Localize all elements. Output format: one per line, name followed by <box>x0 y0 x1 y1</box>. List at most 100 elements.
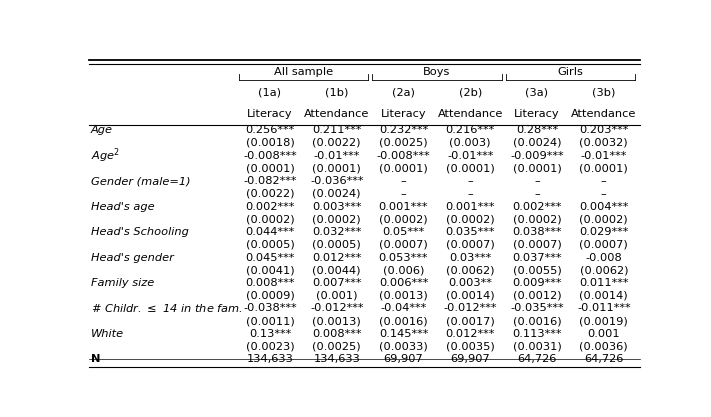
Text: Literacy: Literacy <box>380 109 427 119</box>
Text: 0.002***: 0.002*** <box>245 201 294 211</box>
Text: –: – <box>601 176 606 186</box>
Text: –: – <box>400 176 407 186</box>
Text: (0.0022): (0.0022) <box>312 138 361 148</box>
Text: 0.012***: 0.012*** <box>312 253 361 263</box>
Text: 0.009***: 0.009*** <box>512 278 562 288</box>
Text: –: – <box>400 189 407 199</box>
Text: 64,726: 64,726 <box>518 354 557 364</box>
Text: 0.029***: 0.029*** <box>579 227 629 237</box>
Text: (0.0036): (0.0036) <box>579 342 628 352</box>
Text: 69,907: 69,907 <box>384 354 423 364</box>
Text: (0.0022): (0.0022) <box>246 189 294 199</box>
Text: -0.008***: -0.008*** <box>377 151 430 161</box>
Text: Attendance: Attendance <box>304 109 370 119</box>
Text: (2a): (2a) <box>392 87 415 97</box>
Text: Age$^2$: Age$^2$ <box>91 146 120 165</box>
Text: (0.0013): (0.0013) <box>379 291 428 301</box>
Text: Family size: Family size <box>91 278 154 288</box>
Text: -0.012***: -0.012*** <box>310 304 363 314</box>
Text: 0.145***: 0.145*** <box>379 329 428 339</box>
Text: 134,633: 134,633 <box>247 354 294 364</box>
Text: (0.0062): (0.0062) <box>579 265 628 275</box>
Text: (0.001): (0.001) <box>316 291 358 301</box>
Text: 0.002***: 0.002*** <box>513 201 562 211</box>
Text: 0.045***: 0.045*** <box>245 253 294 263</box>
Text: 0.001***: 0.001*** <box>379 201 428 211</box>
Text: Girls: Girls <box>557 67 583 77</box>
Text: Literacy: Literacy <box>247 109 293 119</box>
Text: (0.0024): (0.0024) <box>312 189 361 199</box>
Text: 0.211***: 0.211*** <box>312 125 361 135</box>
Text: 69,907: 69,907 <box>450 354 490 364</box>
Text: (0.0001): (0.0001) <box>379 163 428 173</box>
Text: Attendance: Attendance <box>571 109 636 119</box>
Text: Gender (male=1): Gender (male=1) <box>91 176 191 186</box>
Text: 0.038***: 0.038*** <box>512 227 562 237</box>
Text: (0.0009): (0.0009) <box>245 291 294 301</box>
Text: (0.0001): (0.0001) <box>446 163 495 173</box>
Text: 0.216***: 0.216*** <box>446 125 495 135</box>
Text: 0.003***: 0.003*** <box>312 201 361 211</box>
Text: (0.0001): (0.0001) <box>513 163 562 173</box>
Text: (1a): (1a) <box>258 87 282 97</box>
Text: (0.0001): (0.0001) <box>579 163 628 173</box>
Text: (0.0001): (0.0001) <box>312 163 361 173</box>
Text: (0.0032): (0.0032) <box>579 138 628 148</box>
Text: N: N <box>91 354 100 364</box>
Text: -0.01***: -0.01*** <box>314 151 360 161</box>
Text: 134,633: 134,633 <box>314 354 360 364</box>
Text: Boys: Boys <box>423 67 451 77</box>
Text: 0.011***: 0.011*** <box>579 278 629 288</box>
Text: –: – <box>534 189 540 199</box>
Text: 0.037***: 0.037*** <box>512 253 562 263</box>
Text: (0.0014): (0.0014) <box>579 291 628 301</box>
Text: (3b): (3b) <box>592 87 616 97</box>
Text: 0.256***: 0.256*** <box>245 125 294 135</box>
Text: 0.035***: 0.035*** <box>446 227 495 237</box>
Text: 0.004***: 0.004*** <box>579 201 629 211</box>
Text: (0.0002): (0.0002) <box>513 214 561 224</box>
Text: (0.0018): (0.0018) <box>245 138 294 148</box>
Text: (0.006): (0.006) <box>383 265 424 275</box>
Text: (0.0005): (0.0005) <box>245 240 294 250</box>
Text: -0.011***: -0.011*** <box>577 304 631 314</box>
Text: 0.032***: 0.032*** <box>312 227 361 237</box>
Text: 0.007***: 0.007*** <box>312 278 361 288</box>
Text: (0.0025): (0.0025) <box>379 138 428 148</box>
Text: All sample: All sample <box>274 67 333 77</box>
Text: –: – <box>601 189 606 199</box>
Text: –: – <box>467 176 473 186</box>
Text: 0.13***: 0.13*** <box>249 329 291 339</box>
Text: (0.0002): (0.0002) <box>245 214 294 224</box>
Text: Head's Schooling: Head's Schooling <box>91 227 189 237</box>
Text: White: White <box>91 329 124 339</box>
Text: -0.036***: -0.036*** <box>310 176 363 186</box>
Text: (0.0013): (0.0013) <box>312 316 361 326</box>
Text: (0.0044): (0.0044) <box>312 265 361 275</box>
Text: Head's age: Head's age <box>91 201 155 211</box>
Text: –: – <box>534 176 540 186</box>
Text: (0.0055): (0.0055) <box>513 265 562 275</box>
Text: 64,726: 64,726 <box>584 354 624 364</box>
Text: (0.0033): (0.0033) <box>379 342 428 352</box>
Text: (0.0017): (0.0017) <box>446 316 495 326</box>
Text: (0.003): (0.003) <box>449 138 491 148</box>
Text: 0.03***: 0.03*** <box>449 253 491 263</box>
Text: Age: Age <box>91 125 113 135</box>
Text: -0.04***: -0.04*** <box>380 304 427 314</box>
Text: (0.0014): (0.0014) <box>446 291 495 301</box>
Text: 0.001***: 0.001*** <box>446 201 495 211</box>
Text: -0.035***: -0.035*** <box>510 304 564 314</box>
Text: (0.0041): (0.0041) <box>245 265 294 275</box>
Text: (0.0005): (0.0005) <box>312 240 361 250</box>
Text: Literacy: Literacy <box>514 109 560 119</box>
Text: (0.0007): (0.0007) <box>513 240 562 250</box>
Text: -0.038***: -0.038*** <box>243 304 296 314</box>
Text: (0.0002): (0.0002) <box>312 214 361 224</box>
Text: (0.0002): (0.0002) <box>379 214 428 224</box>
Text: -0.009***: -0.009*** <box>510 151 564 161</box>
Text: –: – <box>467 189 473 199</box>
Text: 0.113***: 0.113*** <box>512 329 562 339</box>
Text: (0.0035): (0.0035) <box>446 342 495 352</box>
Text: (1b): (1b) <box>325 87 348 97</box>
